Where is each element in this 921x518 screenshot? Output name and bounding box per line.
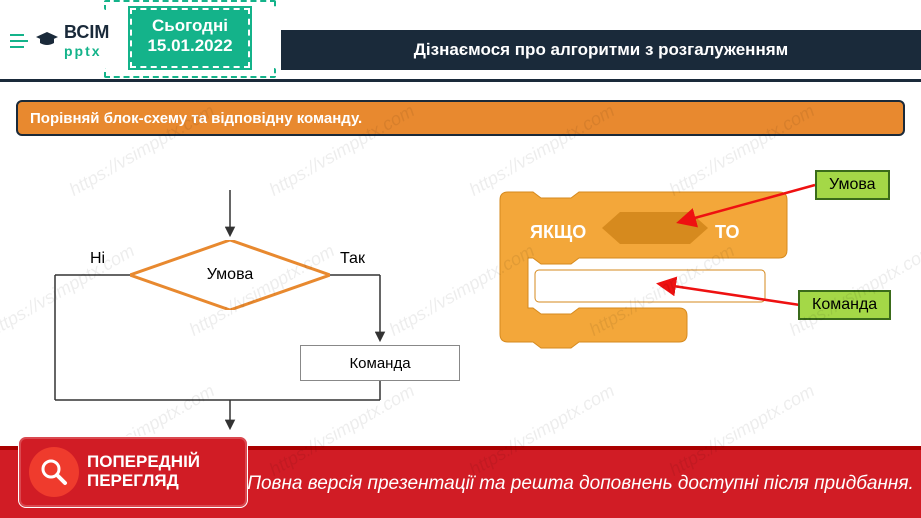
date-box: Сьогодні 15.01.2022: [130, 8, 250, 68]
logo-top: ВСІМ: [64, 22, 109, 43]
yes-label: Так: [340, 250, 365, 268]
callout-condition: Умова: [815, 170, 890, 200]
magnifier-icon: [29, 447, 79, 497]
date-decoration-bottom: [104, 68, 276, 78]
scratch-block-svg: [490, 180, 800, 380]
header: ВСІМ pptx Сьогодні 15.01.2022 Дізнаємося…: [0, 0, 921, 82]
flowchart: Умова Ні Так Команда: [30, 170, 460, 430]
logo: ВСІМ pptx: [10, 22, 109, 59]
graduation-cap-icon: [36, 32, 58, 50]
logo-bottom: pptx: [64, 43, 109, 59]
preview-line1: ПОПЕРЕДНІЙ: [87, 453, 200, 472]
date-label: Сьогодні: [132, 16, 248, 36]
command-box: Команда: [300, 345, 460, 381]
instruction-bar: Порівняй блок-схему та відповідну команд…: [16, 100, 905, 136]
decision-diamond: Умова: [130, 240, 330, 310]
then-label: ТО: [715, 222, 740, 243]
logo-text: ВСІМ pptx: [64, 22, 109, 59]
scratch-block: ЯКЩО ТО: [490, 180, 800, 380]
no-label: Ні: [90, 250, 105, 268]
content-area: Умова Ні Так Команда ЯКЩО ТО: [0, 150, 921, 448]
preview-line2: ПЕРЕГЛЯД: [87, 472, 200, 491]
preview-badge: ПОПЕРЕДНІЙ ПЕРЕГЛЯД: [18, 436, 248, 508]
slide-title: Дізнаємося про алгоритми з розгалуженням: [281, 30, 921, 70]
callout-command: Команда: [798, 290, 891, 320]
preview-text: ПОПЕРЕДНІЙ ПЕРЕГЛЯД: [87, 453, 200, 490]
logo-burst-icon: [10, 33, 30, 49]
date-value: 15.01.2022: [132, 36, 248, 56]
if-label: ЯКЩО: [530, 222, 586, 243]
diamond-label: Умова: [130, 240, 330, 310]
